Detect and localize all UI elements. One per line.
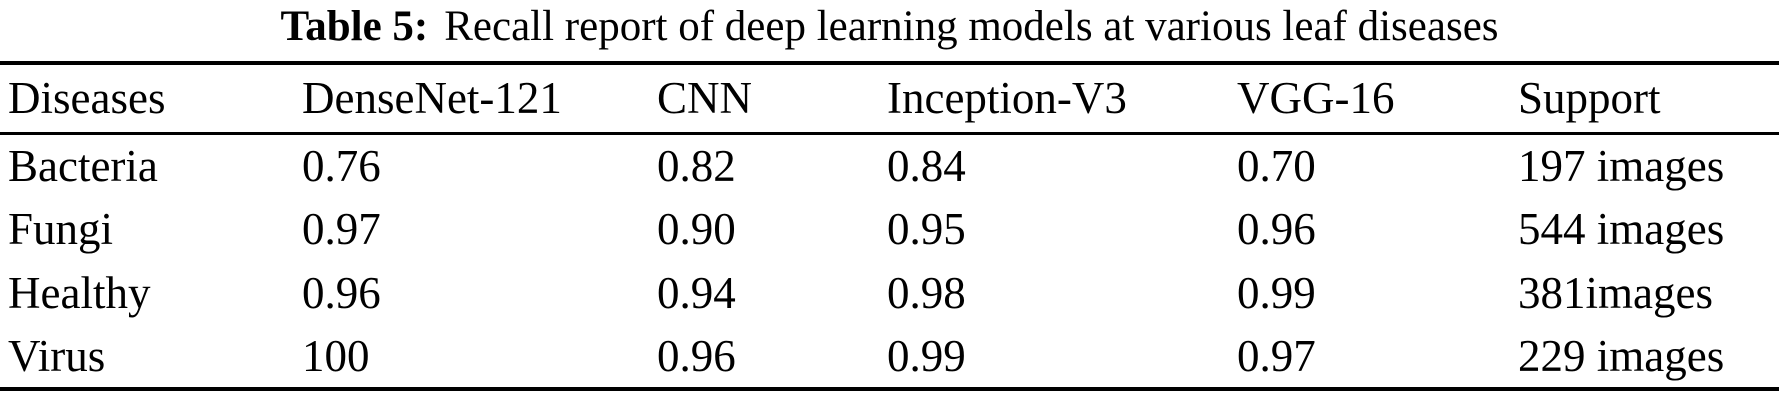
table-row: Healthy 0.96 0.94 0.98 0.99 381images	[0, 261, 1779, 325]
cell-inception-v3-recall: 0.84	[887, 140, 966, 191]
row-label-disease: Virus	[8, 331, 106, 381]
cell-cnn-recall: 0.96	[657, 331, 736, 381]
column-header-support: Support	[1518, 73, 1661, 124]
table-caption-number: Table 5:	[280, 3, 429, 50]
table-caption: Table 5: Recall report of deep learning …	[0, 0, 1779, 61]
cell-support: 229 images	[1518, 331, 1725, 381]
cell-cnn-recall: 0.94	[657, 268, 736, 318]
cell-support: 381images	[1518, 268, 1713, 318]
table-body: Bacteria 0.76 0.82 0.84 0.70 197 images …	[0, 133, 1779, 389]
cell-cnn-recall: 0.90	[657, 204, 736, 254]
cell-inception-v3-recall: 0.98	[887, 268, 966, 318]
cell-densenet121-recall: 0.97	[302, 204, 381, 254]
cell-cnn-recall: 0.82	[657, 140, 736, 191]
recall-report-table: Diseases DenseNet-121 CNN Inception-V3 V…	[0, 61, 1779, 391]
cell-densenet121-recall: 0.76	[302, 140, 381, 191]
cell-inception-v3-recall: 0.99	[887, 331, 966, 381]
row-label-disease: Bacteria	[8, 140, 158, 191]
column-header-inception-v3: Inception-V3	[887, 73, 1127, 124]
cell-vgg-16-recall: 0.97	[1237, 331, 1316, 381]
cell-vgg-16-recall: 0.99	[1237, 268, 1316, 318]
cell-support: 544 images	[1518, 204, 1725, 254]
row-label-disease: Fungi	[8, 204, 114, 254]
table-row: Bacteria 0.76 0.82 0.84 0.70 197 images	[0, 133, 1779, 197]
cell-vgg-16-recall: 0.70	[1237, 140, 1316, 191]
cell-inception-v3-recall: 0.95	[887, 204, 966, 254]
column-header-densenet121: DenseNet-121	[302, 73, 562, 124]
table-row: Virus 100 0.96 0.99 0.97 229 images	[0, 325, 1779, 389]
cell-support: 197 images	[1518, 140, 1725, 191]
column-header-vgg-16: VGG-16	[1237, 73, 1395, 124]
cell-densenet121-recall: 0.96	[302, 268, 381, 318]
cell-densenet121-recall: 100	[302, 331, 370, 381]
column-header-cnn: CNN	[657, 73, 753, 124]
table-row: Fungi 0.97 0.90 0.95 0.96 544 images	[0, 197, 1779, 261]
column-header-diseases: Diseases	[8, 73, 166, 124]
row-label-disease: Healthy	[8, 268, 151, 318]
cell-vgg-16-recall: 0.96	[1237, 204, 1316, 254]
table-header-row: Diseases DenseNet-121 CNN Inception-V3 V…	[0, 63, 1779, 133]
table-caption-text: Recall report of deep learning models at…	[444, 3, 1499, 50]
